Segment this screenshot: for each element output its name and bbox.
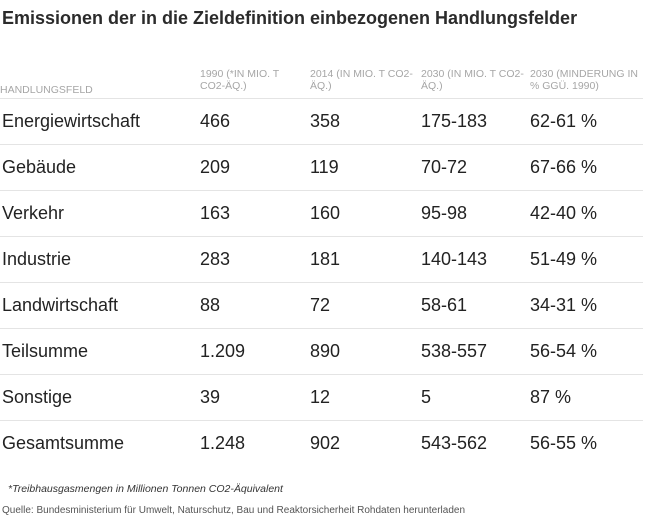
cell-1990: 88 bbox=[200, 282, 310, 329]
cell-1990: 209 bbox=[200, 144, 310, 191]
table-header-row: Handlungsfeld 1990 (*in Mio. t CO2-Äq.) … bbox=[0, 68, 643, 99]
table-row: Gesamtsumme 1.248 902 543-562 56-55 % bbox=[0, 420, 643, 466]
cell-2014: 358 bbox=[310, 98, 421, 145]
column-header-handlungsfeld: Handlungsfeld bbox=[0, 84, 93, 96]
column-header-2030: 2030 (in Mio. t CO2-Äq.) bbox=[421, 68, 524, 92]
cell-1990: 283 bbox=[200, 236, 310, 283]
table-row: Verkehr 163 160 95-98 42-40 % bbox=[0, 190, 643, 237]
cell-1990: 39 bbox=[200, 374, 310, 421]
table-row: Gebäude 209 119 70-72 67-66 % bbox=[0, 144, 643, 191]
row-label: Landwirtschaft bbox=[0, 282, 200, 329]
table-row: Teilsumme 1.209 890 538-557 56-54 % bbox=[0, 328, 643, 375]
row-label: Energiewirtschaft bbox=[0, 98, 200, 145]
row-label: Industrie bbox=[0, 236, 200, 283]
cell-2030: 538-557 bbox=[421, 328, 530, 375]
cell-2014: 890 bbox=[310, 328, 421, 375]
table-row: Sonstige 39 12 5 87 % bbox=[0, 374, 643, 421]
cell-2014: 72 bbox=[310, 282, 421, 329]
row-label: Sonstige bbox=[0, 374, 200, 421]
cell-2014: 119 bbox=[310, 144, 421, 191]
cell-2014: 160 bbox=[310, 190, 421, 237]
cell-reduction: 34-31 % bbox=[530, 282, 643, 329]
cell-2014: 12 bbox=[310, 374, 421, 421]
page-title: Emissionen der in die Zieldefinition ein… bbox=[2, 8, 578, 28]
cell-2030: 140-143 bbox=[421, 236, 530, 283]
cell-2030: 543-562 bbox=[421, 420, 530, 466]
cell-reduction: 56-55 % bbox=[530, 420, 643, 466]
cell-reduction: 67-66 % bbox=[530, 144, 643, 191]
column-header-2014: 2014 (in Mio. t CO2-Äq.) bbox=[310, 68, 413, 92]
table-row: Industrie 283 181 140-143 51-49 % bbox=[0, 236, 643, 283]
row-label: Gesamtsumme bbox=[0, 420, 200, 466]
row-label: Gebäude bbox=[0, 144, 200, 191]
cell-reduction: 56-54 % bbox=[530, 328, 643, 375]
cell-reduction: 51-49 % bbox=[530, 236, 643, 283]
row-label: Teilsumme bbox=[0, 328, 200, 375]
cell-2030: 58-61 bbox=[421, 282, 530, 329]
cell-2030: 5 bbox=[421, 374, 530, 421]
cell-2030: 70-72 bbox=[421, 144, 530, 191]
source-line: Quelle: Bundesministerium für Umwelt, Na… bbox=[2, 505, 466, 516]
cell-2014: 181 bbox=[310, 236, 421, 283]
cell-reduction: 62-61 % bbox=[530, 98, 643, 145]
table-row: Landwirtschaft 88 72 58-61 34-31 % bbox=[0, 282, 643, 329]
cell-1990: 1.248 bbox=[200, 420, 310, 466]
cell-2030: 95-98 bbox=[421, 190, 530, 237]
emissions-table: Handlungsfeld 1990 (*in Mio. t CO2-Äq.) … bbox=[0, 68, 643, 466]
cell-1990: 466 bbox=[200, 98, 310, 145]
column-header-1990: 1990 (*in Mio. t CO2-Äq.) bbox=[200, 68, 279, 92]
cell-1990: 163 bbox=[200, 190, 310, 237]
cell-2014: 902 bbox=[310, 420, 421, 466]
column-header-2030-reduction: 2030 (Minderung in % ggü. 1990) bbox=[530, 68, 638, 92]
footnote: *Treibhausgasmengen in Millionen Tonnen … bbox=[8, 483, 283, 495]
table-row: Energiewirtschaft 466 358 175-183 62-61 … bbox=[0, 98, 643, 145]
cell-2030: 175-183 bbox=[421, 98, 530, 145]
cell-1990: 1.209 bbox=[200, 328, 310, 375]
cell-reduction: 42-40 % bbox=[530, 190, 643, 237]
row-label: Verkehr bbox=[0, 190, 200, 237]
cell-reduction: 87 % bbox=[530, 374, 643, 421]
